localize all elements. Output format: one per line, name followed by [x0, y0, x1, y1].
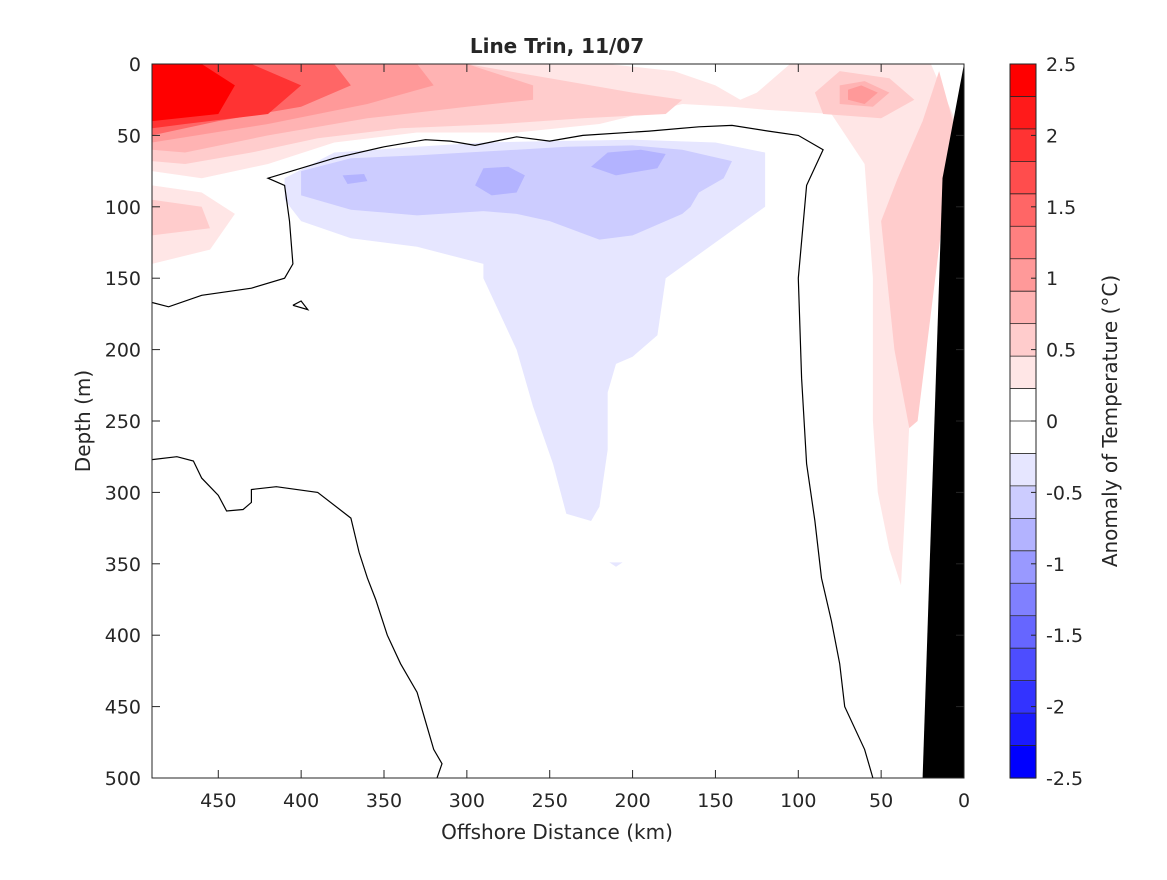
x-tick-label: 50	[869, 790, 893, 812]
colorbar-swatch	[1010, 388, 1036, 422]
colorbar-swatch	[1010, 258, 1036, 292]
colorbar-swatch	[1010, 518, 1036, 552]
colorbar-swatch	[1010, 485, 1036, 519]
colorbar-tick-label: -1.5	[1046, 625, 1083, 647]
colorbar-tick-label: 2	[1046, 125, 1058, 147]
y-tick-label: 100	[105, 197, 141, 219]
y-axis-label: Depth (m)	[71, 370, 95, 472]
colorbar-tick-label: -0.5	[1046, 482, 1083, 504]
colorbar-swatch	[1010, 96, 1036, 130]
colorbar-swatch	[1010, 356, 1036, 390]
zero-contour-line	[292, 300, 310, 311]
colorbar-swatch	[1010, 453, 1036, 487]
chart-title: Line Trin, 11/07	[470, 34, 644, 58]
zero-contour-line	[152, 124, 874, 778]
x-tick-label: 400	[283, 790, 319, 812]
x-tick-label: 300	[449, 790, 485, 812]
cold-anomaly-region	[342, 174, 368, 184]
colorbar-swatch	[1010, 421, 1036, 455]
y-tick-label: 200	[105, 340, 141, 362]
colorbar-swatch	[1010, 648, 1036, 682]
y-tick-label: 500	[105, 768, 141, 790]
colorbar-swatch	[1010, 615, 1036, 649]
colorbar-tick-label: -1	[1046, 554, 1065, 576]
x-tick-label: 100	[780, 790, 816, 812]
x-axis-label: Offshore Distance (km)	[441, 820, 673, 844]
cold-anomaly-region	[475, 166, 525, 196]
colorbar-tick-label: 1	[1046, 268, 1058, 290]
colorbar-swatch	[1010, 226, 1036, 260]
colorbar-swatch	[1010, 550, 1036, 584]
x-tick-label: 350	[366, 790, 402, 812]
colorbar-label: Anomaly of Temperature (°C)	[1098, 275, 1122, 567]
colorbar: -2.5 -2 -1.5 -1 -0.5 0 0.5 1 1.5 2 2.5	[1009, 54, 1083, 790]
y-tick-label: 400	[105, 625, 141, 647]
warm-anomaly-region	[152, 64, 235, 122]
colorbar-swatch	[1010, 128, 1036, 162]
colorbar-tick-label: -2	[1046, 697, 1065, 719]
colorbar-tick-label: 0.5	[1046, 340, 1076, 362]
cold-anomaly-region	[284, 139, 766, 521]
colorbar-swatch	[1010, 64, 1036, 98]
colorbar-tick-label: 0	[1046, 411, 1058, 433]
warm-anomaly-region	[848, 85, 878, 104]
cold-anomaly-region	[591, 149, 666, 176]
x-tick-label: 150	[697, 790, 733, 812]
y-tick-label: 450	[105, 697, 141, 719]
y-tick-label: 50	[117, 125, 141, 147]
colorbar-swatch	[1010, 291, 1036, 325]
warm-anomaly-region	[152, 199, 210, 236]
colorbar-swatch	[1010, 745, 1036, 779]
bathymetry-mask	[922, 64, 964, 778]
colorbar-swatch	[1010, 713, 1036, 747]
y-tick-label: 250	[105, 411, 141, 433]
x-tick-label: 200	[614, 790, 650, 812]
plot-area: 450 400 350 300 250 200 150 100 50 00501001502002…	[105, 54, 970, 812]
y-tick-label: 300	[105, 482, 141, 504]
colorbar-tick-label: -2.5	[1046, 768, 1083, 790]
y-tick-label: 0	[129, 54, 141, 76]
x-tick-label: 450	[200, 790, 236, 812]
y-tick-label: 150	[105, 268, 141, 290]
zero-contour-line	[152, 456, 443, 778]
warm-anomaly-region	[881, 71, 961, 429]
colorbar-swatch	[1010, 193, 1036, 227]
x-tick-label: 0	[958, 790, 970, 812]
colorbar-swatch	[1010, 583, 1036, 617]
colorbar-tick-label: 1.5	[1046, 197, 1076, 219]
colorbar-tick-label: 2.5	[1046, 54, 1076, 76]
x-tick-label: 250	[532, 790, 568, 812]
colorbar-swatch	[1010, 680, 1036, 714]
cold-anomaly-region	[609, 562, 623, 567]
y-tick-label: 350	[105, 554, 141, 576]
colorbar-swatch	[1010, 323, 1036, 357]
colorbar-swatch	[1010, 161, 1036, 195]
